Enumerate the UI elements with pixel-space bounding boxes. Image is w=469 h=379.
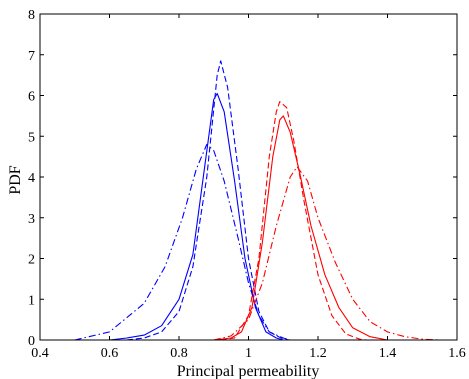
y-tick-label: 8 [28, 8, 35, 23]
x-tick-label: 1.2 [309, 346, 327, 361]
series-line-6 [213, 166, 440, 341]
x-tick-label: 0.4 [31, 346, 49, 361]
y-tick-label: 1 [28, 293, 35, 308]
x-tick-label: 1.6 [448, 346, 466, 361]
y-tick-label: 0 [28, 334, 35, 349]
y-tick-label: 6 [28, 90, 35, 105]
series-line-5 [220, 101, 367, 341]
series-line-2 [126, 60, 291, 341]
x-tick-label: 0.8 [170, 346, 188, 361]
series-line-4 [213, 115, 388, 341]
y-tick-label: 4 [28, 171, 35, 186]
x-tick-label: 1 [245, 346, 252, 361]
y-tick-label: 3 [28, 212, 35, 227]
y-tick-label: 2 [28, 253, 35, 268]
axes-layer: 0.4 0.6 0.8 1 1.2 1.4 1.6 0 1 2 3 4 5 6 7 8 [28, 8, 466, 361]
x-axis-label: Principal permeability [177, 363, 320, 379]
x-tick-label: 0.6 [101, 346, 119, 361]
series-line-3 [74, 143, 291, 341]
x-tick-label: 1.4 [379, 346, 397, 361]
series-layer [74, 60, 440, 341]
y-axis-label: PDF [7, 165, 24, 194]
y-tick-label: 5 [28, 130, 35, 145]
y-tick-label: 7 [28, 49, 35, 64]
